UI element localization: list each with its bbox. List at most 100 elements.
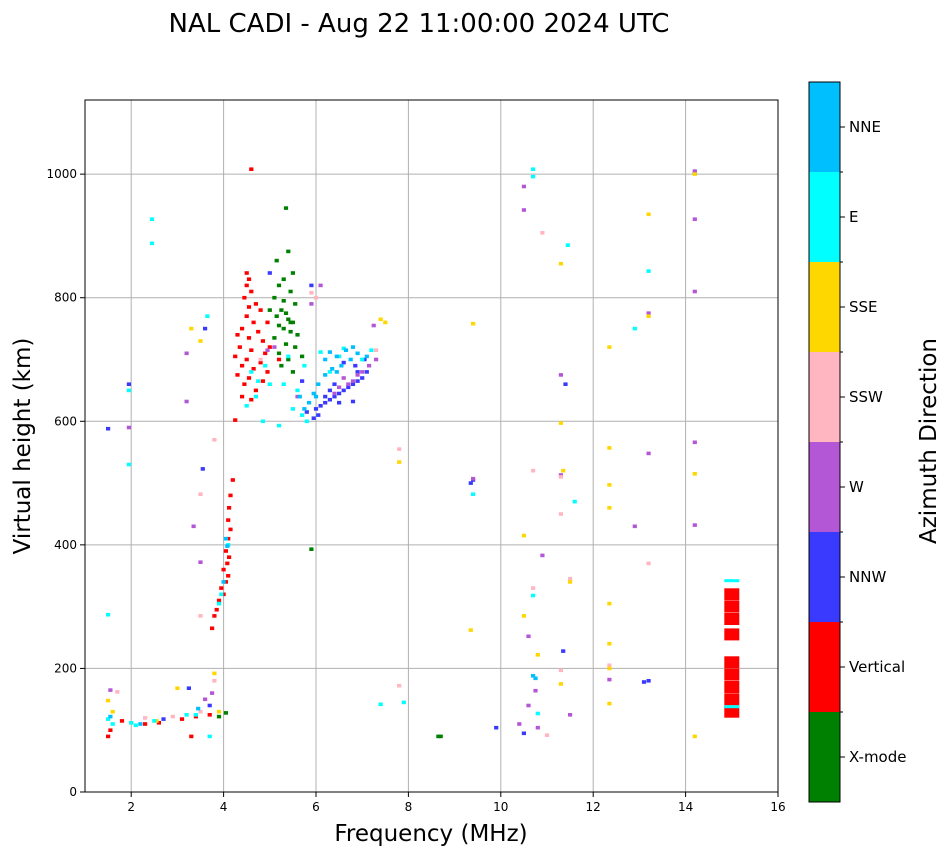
data-point-vertical [223, 580, 228, 584]
data-point-vertical [226, 518, 231, 522]
data-point-e [205, 314, 210, 318]
data-point-x-mode [283, 206, 289, 210]
colorbar-tick-label: NNW [849, 568, 886, 586]
colorbar-segment [809, 172, 840, 262]
data-point-w [692, 523, 697, 527]
data-point-w [540, 553, 545, 558]
data-point-ssw [212, 679, 217, 683]
data-point-vertical [179, 717, 185, 721]
data-point-nnw [316, 413, 321, 417]
data-point-nnw [641, 680, 647, 684]
data-point-vertical [225, 561, 230, 566]
data-point-vertical [253, 388, 258, 393]
data-point-x-mode [272, 295, 277, 300]
data-point-vertical [223, 549, 228, 553]
data-point-sse [607, 641, 612, 646]
data-point-sse [561, 468, 566, 473]
data-point-nnw [309, 283, 314, 288]
data-point-vertical [251, 320, 256, 325]
data-point-sse [607, 483, 612, 487]
data-point-nne [221, 580, 226, 584]
colorbar-tick-label: X-mode [849, 748, 906, 766]
data-point-e [378, 702, 383, 707]
data-point-nne [311, 391, 316, 396]
data-point-ssw [212, 438, 217, 442]
data-point-sse [521, 533, 526, 538]
data-point-nnw [313, 407, 319, 411]
data-point-x-mode [300, 354, 305, 359]
data-point-vertical [226, 574, 231, 578]
data-point-nne [108, 714, 113, 719]
data-point-nnw [346, 385, 351, 390]
data-point-w [521, 208, 526, 212]
data-point-ssw [568, 577, 573, 581]
data-point-e [149, 217, 155, 221]
y-tick-label: 400 [54, 538, 77, 552]
data-point-nnw [304, 410, 309, 414]
data-point-w [355, 373, 360, 377]
y-tick-label: 200 [54, 661, 77, 675]
x-tick-label: 6 [312, 800, 320, 814]
data-point-nnw [126, 382, 131, 386]
data-point-w [265, 348, 270, 352]
data-point-vertical [233, 354, 238, 359]
data-point-vertical [242, 295, 247, 300]
data-point-nne [533, 676, 538, 681]
data-point-ssw [607, 663, 612, 668]
data-point-nne [348, 357, 353, 362]
data-point-sse [607, 345, 612, 349]
data-point-vertical [106, 734, 111, 739]
x-tick-label: 8 [405, 800, 413, 814]
data-point-nnw [203, 326, 208, 331]
data-point-x-mode [286, 357, 291, 362]
data-point-w [607, 677, 612, 682]
data-point-sse [110, 709, 115, 714]
data-point-w [346, 382, 351, 386]
data-point-vertical [724, 668, 740, 681]
data-point-nnw [311, 416, 316, 420]
data-point-sse [692, 734, 697, 739]
data-point-sse [212, 671, 217, 676]
data-point-e [106, 612, 111, 617]
data-point-e [193, 713, 198, 717]
data-point-nnw [327, 397, 332, 402]
data-point-sse [558, 421, 563, 425]
data-point-w [198, 560, 203, 564]
data-point-nnw [337, 391, 342, 396]
data-point-sse [397, 460, 402, 464]
data-point-nne [316, 382, 321, 386]
x-tick-label: 12 [586, 800, 601, 814]
data-point-x-mode [267, 308, 272, 312]
data-point-vertical [235, 333, 240, 337]
data-point-nnw [186, 686, 191, 690]
data-point-vertical [108, 728, 113, 732]
data-point-nnw [362, 357, 367, 362]
data-point-x-mode [288, 289, 293, 294]
data-point-e [267, 382, 272, 386]
data-point-e [572, 499, 577, 504]
data-point-nnw [563, 382, 568, 386]
colorbar: X-mode Vertical NNW W SSW SSE E NNE [808, 81, 906, 803]
colorbar-segment [809, 82, 840, 172]
data-point-nnw [468, 481, 473, 485]
data-point-vertical [246, 336, 252, 340]
data-point-e [281, 382, 286, 386]
data-point-sse [607, 446, 612, 450]
data-point-sse [607, 506, 612, 510]
data-point-vertical [214, 607, 219, 612]
data-point-vertical [249, 397, 254, 402]
data-point-vertical [235, 373, 240, 377]
data-point-vertical [246, 376, 252, 380]
x-tick-label: 4 [220, 800, 228, 814]
data-point-w [535, 725, 540, 730]
data-point-nnw [337, 400, 342, 405]
x-tick-label: 10 [493, 800, 508, 814]
data-point-ssw [170, 714, 175, 719]
colorbar-segment [809, 532, 840, 622]
data-point-e [129, 721, 134, 725]
data-point-nne [223, 536, 228, 541]
data-point-w [568, 713, 573, 717]
data-point-e [126, 462, 131, 467]
data-point-w [558, 473, 563, 477]
data-point-ssw [646, 561, 651, 566]
